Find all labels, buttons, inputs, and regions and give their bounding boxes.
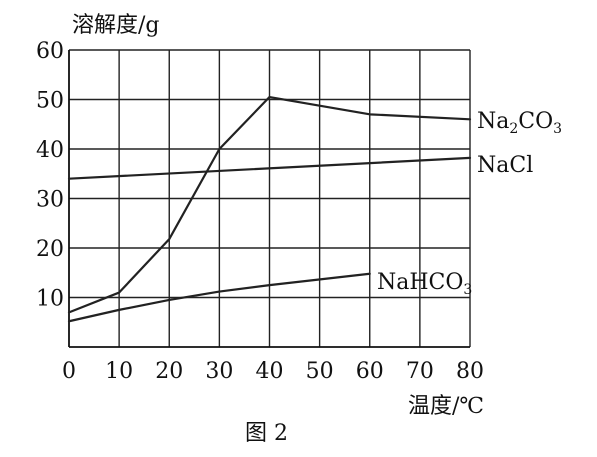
y-tick-label: 60: [36, 39, 64, 64]
y-tick-label: 20: [36, 237, 64, 262]
series-line-na2co3: [67, 95, 472, 314]
series-labels: Na2CO3 NaCl NaHCO3: [377, 109, 562, 298]
x-tick-label: 20: [155, 359, 183, 384]
y-tick-label: 10: [36, 287, 64, 312]
series-line-nahco3: [67, 272, 371, 323]
axes: [68, 50, 470, 348]
x-tick-label: 0: [62, 359, 76, 384]
x-tick-label: 80: [456, 359, 484, 384]
series-lines: [67, 95, 472, 323]
series-label-nacl: NaCl: [477, 153, 533, 178]
figure-caption: 图 2: [245, 421, 288, 446]
x-tick-label: 60: [356, 359, 384, 384]
x-tick-label: 10: [105, 359, 133, 384]
x-tick-label: 50: [306, 359, 334, 384]
y-tick-label: 30: [36, 188, 64, 213]
x-axis-title: 温度/℃: [408, 394, 484, 419]
y-tick-label: 40: [36, 138, 64, 163]
x-tick-label: 30: [205, 359, 233, 384]
series-label-na2co3: Na2CO3: [477, 109, 562, 137]
x-tick-label: 40: [256, 359, 284, 384]
x-tick-label: 70: [406, 359, 434, 384]
series-line-nacl: [67, 156, 472, 180]
series-label-nahco3: NaHCO3: [377, 270, 472, 298]
x-tick-labels: 0 10 20 30 40 50 60 70 80: [62, 359, 484, 384]
y-tick-label: 50: [36, 89, 64, 114]
grid: [69, 49, 471, 347]
y-axis-title: 溶解度/g: [72, 13, 160, 38]
y-tick-labels: 10 20 30 40 50 60: [36, 39, 64, 312]
